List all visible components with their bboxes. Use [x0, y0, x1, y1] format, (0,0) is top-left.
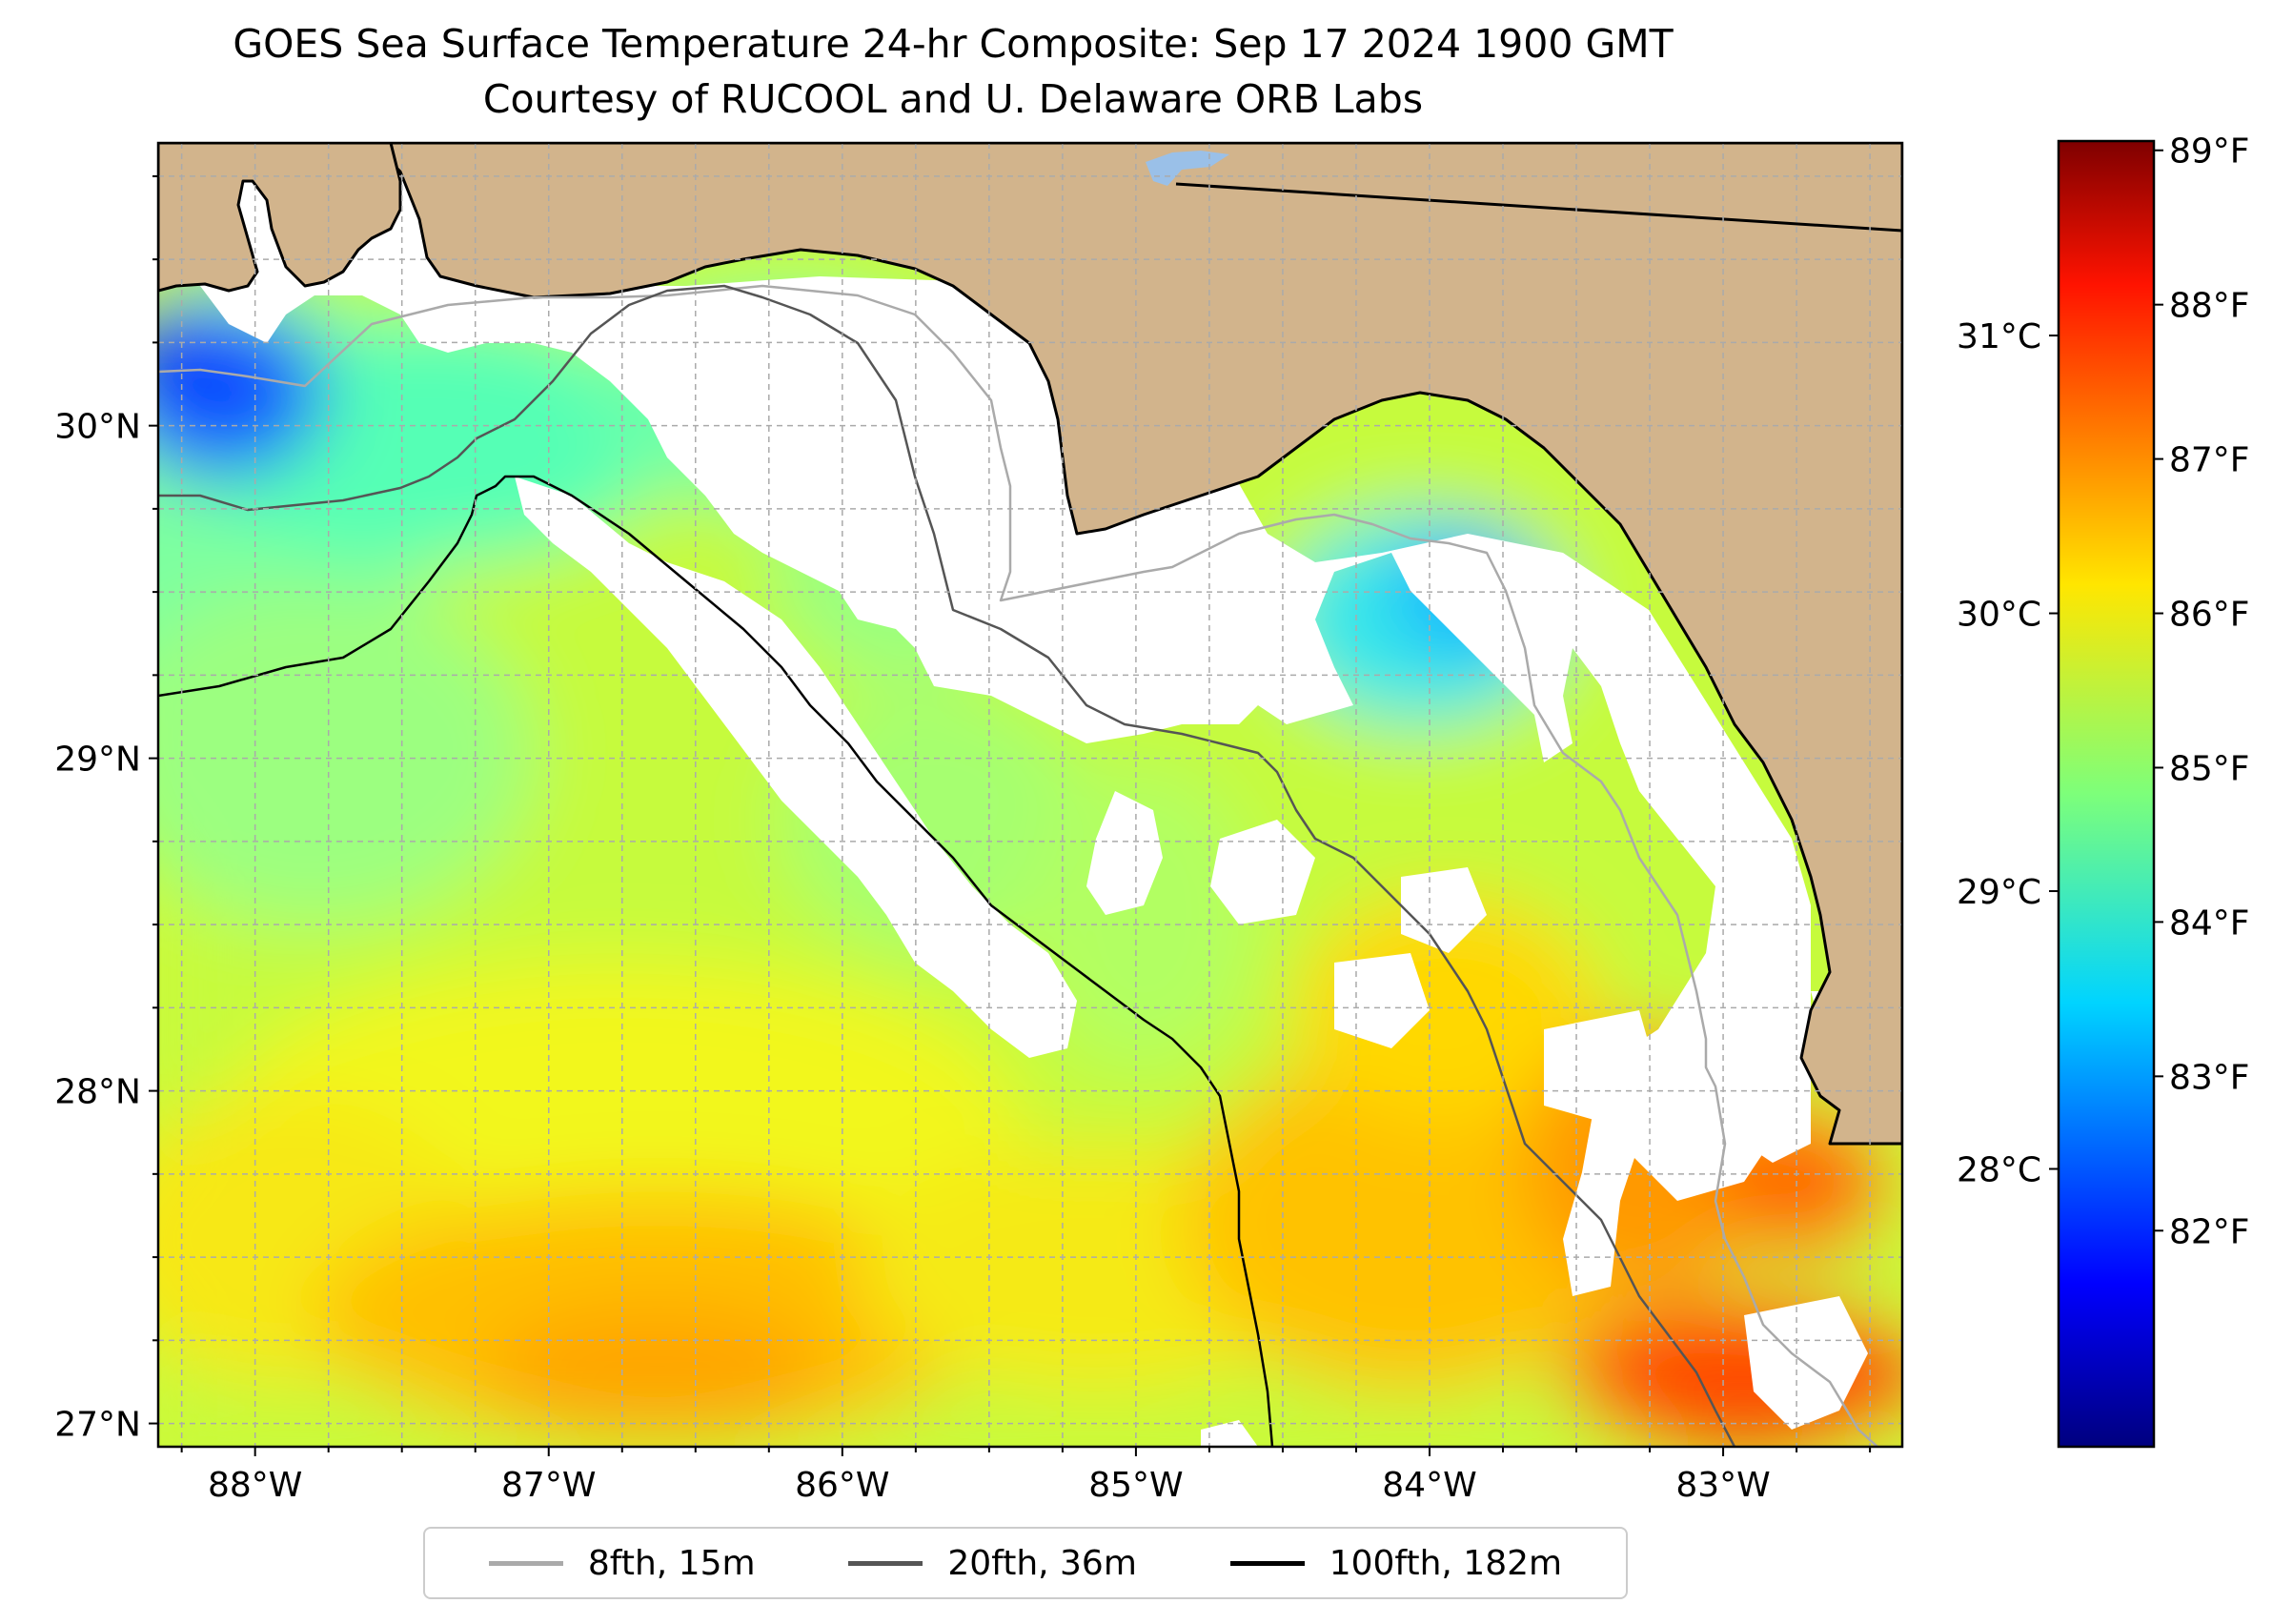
lon-tick-label: 83°W [1675, 1466, 1770, 1505]
colorbar-f-label: 87°F [2169, 441, 2250, 480]
colorbar-f-label: 85°F [2169, 749, 2250, 788]
lon-tick-label: 85°W [1088, 1466, 1183, 1505]
isobath-8fth [158, 284, 1878, 1447]
map-gridlines [158, 143, 1902, 1447]
lat-tick-label: 30°N [54, 408, 141, 447]
legend-label-20fth: 20fth, 36m [947, 1543, 1137, 1583]
lat-tick-label: 28°N [54, 1073, 141, 1112]
legend-item-100fth: 100fth, 182m [1229, 1543, 1563, 1583]
legend-item-20fth: 20fth, 36m [848, 1544, 1137, 1583]
lat-tick-label: 27°N [54, 1406, 141, 1445]
lon-tick-label: 86°W [795, 1466, 889, 1505]
colorbar-c-label: 29°C [1957, 873, 2041, 912]
isobaths [158, 284, 1878, 1447]
isobath-100fth [158, 475, 1274, 1447]
legend-swatch-8fth [488, 1560, 563, 1566]
lake [1146, 151, 1229, 186]
lon-tick-label: 87°W [501, 1466, 596, 1505]
map-axis-ticks: 88°W 87°W 86°W 85°W 84°W 83°W 27°N 28°N 29°N 30°N [54, 174, 1872, 1505]
legend-label-100fth: 100fth, 182m [1329, 1543, 1563, 1583]
colorbar-f-label: 89°F [2169, 132, 2250, 172]
land [158, 143, 1902, 1146]
colorbar-c-label: 28°C [1957, 1151, 2041, 1190]
colorbar-f-label: 86°F [2169, 596, 2250, 635]
map-panel [158, 143, 1902, 1447]
isobath-20fth [158, 284, 1736, 1447]
colorbar [2057, 139, 2156, 1449]
chart-title: GOES Sea Surface Temperature 24-hr Compo… [233, 21, 1674, 67]
colorbar-c-label: 31°C [1957, 317, 2041, 356]
legend-swatch-100fth [1229, 1560, 1305, 1566]
legend-label-8fth: 8fth, 15m [587, 1543, 756, 1583]
lon-tick-label: 88°W [208, 1466, 302, 1505]
colorbar-c-label: 30°C [1957, 596, 2041, 635]
colorbar-ticks: 82°F 83°F 84°F 85°F 86°F 87°F 88°F 89°F 28°C 29°C… [1957, 132, 2249, 1252]
colorbar-f-label: 82°F [2169, 1212, 2250, 1251]
lon-tick-label: 84°W [1382, 1466, 1476, 1505]
colorbar-f-label: 83°F [2169, 1058, 2250, 1097]
colorbar-f-label: 84°F [2169, 903, 2250, 943]
isobath-legend: 8fth, 15m 20fth, 36m 100fth, 182m [423, 1527, 1628, 1599]
state-border [1175, 182, 1902, 233]
lat-tick-label: 29°N [54, 741, 141, 780]
map-frame [156, 141, 1904, 1449]
legend-item-8fth: 8fth, 15m [488, 1543, 756, 1583]
colorbar-f-label: 88°F [2169, 287, 2250, 326]
chart-subtitle: Courtesy of RUCOOL and U. Delaware ORB L… [482, 76, 1424, 122]
legend-swatch-20fth [848, 1560, 923, 1566]
